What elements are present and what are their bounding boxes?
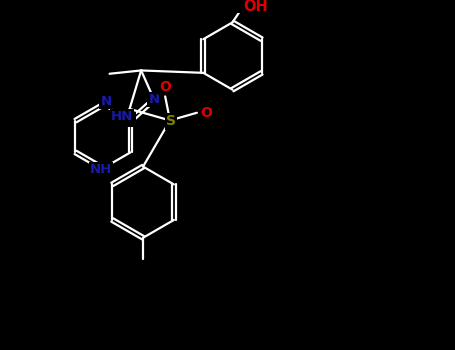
Text: N: N	[124, 113, 135, 126]
Text: O: O	[159, 80, 171, 94]
Text: OH: OH	[243, 0, 268, 14]
Text: N: N	[100, 96, 111, 108]
Text: S: S	[166, 114, 176, 128]
Text: O: O	[201, 106, 212, 120]
Text: NH: NH	[90, 163, 112, 176]
Text: HN: HN	[111, 110, 133, 123]
Text: N: N	[148, 93, 160, 106]
